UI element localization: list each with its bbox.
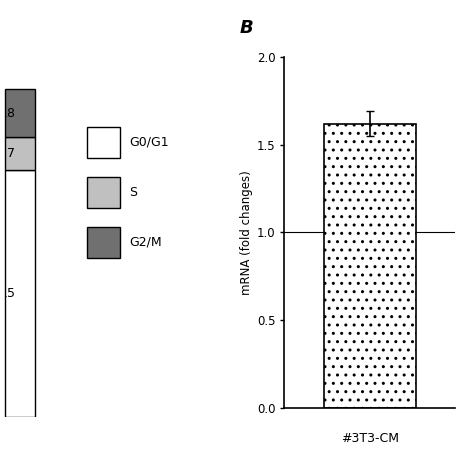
- Bar: [5, 137, 36, 170]
- Y-axis label: mRNA (fold changes): mRNA (fold changes): [239, 170, 253, 295]
- FancyBboxPatch shape: [87, 228, 120, 258]
- Text: G0/G1: G0/G1: [129, 136, 169, 149]
- Text: S: S: [129, 186, 137, 199]
- Text: .8: .8: [3, 107, 15, 119]
- Text: #3T3-CM: #3T3-CM: [341, 432, 399, 445]
- Text: 7: 7: [7, 146, 15, 160]
- Bar: [5, 170, 36, 417]
- FancyBboxPatch shape: [87, 127, 120, 157]
- FancyBboxPatch shape: [87, 177, 120, 208]
- Text: B: B: [239, 19, 254, 37]
- Bar: [5, 90, 36, 137]
- Bar: [323, 124, 416, 408]
- Text: G2/M: G2/M: [129, 236, 162, 249]
- Text: .5: .5: [3, 287, 15, 300]
